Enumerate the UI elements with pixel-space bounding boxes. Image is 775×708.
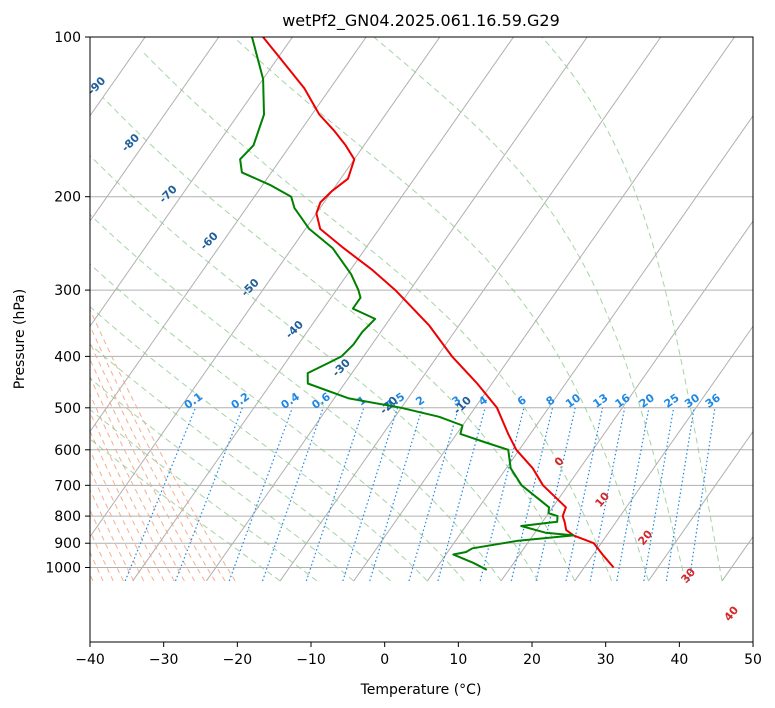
line-labels: 0.1 0.2 0.4 0.6 1 1.5 2 3 4 6 8 10 13 16 20 25 30 36-100-… bbox=[90, 74, 741, 624]
moist-adiabat-line bbox=[141, 50, 613, 582]
y-tick-label: 800 bbox=[54, 509, 81, 525]
isotherm-line bbox=[648, 430, 753, 582]
x-tick-label: 0 bbox=[380, 652, 389, 668]
mixing-ratio-line bbox=[305, 407, 365, 582]
isotherm-line bbox=[0, 25, 6, 581]
isotherm-line bbox=[574, 325, 753, 582]
mixing-ratio-line bbox=[616, 407, 650, 582]
moist-adiabat-label: 20 bbox=[635, 527, 655, 547]
moist-adiabat-label: 0 bbox=[552, 454, 567, 468]
y-tick-label: 400 bbox=[54, 349, 81, 365]
isotherm-line bbox=[132, 37, 515, 582]
mixing-ratio-label: 0.6 bbox=[309, 390, 333, 412]
moist-adiabat-label: 30 bbox=[678, 565, 698, 585]
y-tick-label: 300 bbox=[54, 283, 81, 299]
moist-adiabat-line bbox=[90, 213, 502, 582]
moist-adiabat-line bbox=[90, 377, 355, 582]
isotherm-line bbox=[500, 220, 753, 582]
profile-series bbox=[239, 37, 615, 571]
moist-adiabat-line bbox=[90, 263, 465, 582]
x-tick-label: −40 bbox=[75, 652, 105, 668]
mixing-ratio-line bbox=[688, 407, 716, 582]
mixing-ratio-label: 8 bbox=[544, 393, 558, 408]
x-tick-label: −30 bbox=[149, 652, 179, 668]
dry-adiabat-line bbox=[0, 37, 73, 581]
moist-adiabat-label: 10 bbox=[592, 489, 612, 509]
chart-title: wetPf2_GN04.2025.061.16.59.G29 bbox=[282, 11, 560, 31]
y-tick-label: 200 bbox=[54, 190, 81, 206]
dry-adiabat-line bbox=[90, 429, 165, 582]
moist-adiabat-line bbox=[90, 343, 391, 582]
background-lines bbox=[0, 25, 753, 582]
isotherm-line bbox=[90, 37, 294, 328]
x-tick-label: 20 bbox=[523, 652, 541, 668]
isotherm-line bbox=[353, 37, 736, 582]
x-tick-label: −20 bbox=[223, 652, 253, 668]
dry-adiabat-line bbox=[0, 37, 62, 581]
moist-adiabat-line bbox=[90, 438, 281, 582]
mixing-ratio-line bbox=[174, 407, 243, 582]
moist-adiabat-line bbox=[373, 37, 686, 582]
x-tick-label: −10 bbox=[296, 652, 326, 668]
mixing-ratio-line bbox=[535, 407, 576, 582]
mixing-ratio-label: 2 bbox=[413, 393, 427, 408]
x-tick-label: 10 bbox=[449, 652, 467, 668]
plot-frame bbox=[89, 36, 754, 643]
isotherm-line bbox=[206, 37, 588, 582]
axis-ticks: −40 −30 −20 −10 0 10 20 30 40 5010020030040050060… bbox=[45, 30, 762, 668]
isotherm-line bbox=[721, 535, 753, 582]
mixing-ratio-line bbox=[408, 407, 460, 582]
moist-adiabat-line bbox=[102, 97, 576, 582]
y-tick-label: 600 bbox=[54, 443, 81, 459]
dry-adiabat-line bbox=[90, 308, 236, 582]
dry-adiabat-line bbox=[90, 375, 196, 582]
y-tick-label: 1000 bbox=[45, 561, 81, 577]
mixing-ratio-line bbox=[643, 407, 675, 582]
dry-adiabat-line bbox=[0, 37, 1, 581]
mixing-ratio-line bbox=[124, 407, 197, 582]
mixing-ratio-line bbox=[228, 407, 293, 582]
temperature-line bbox=[262, 37, 615, 569]
dry-adiabat-line bbox=[90, 411, 175, 582]
isotherm-line bbox=[90, 37, 220, 222]
x-tick-label: 30 bbox=[597, 652, 615, 668]
moist-adiabat-line bbox=[541, 37, 723, 582]
isotherm-line bbox=[427, 114, 753, 582]
mixing-ratio-label: 0.1 bbox=[182, 390, 205, 412]
mixing-ratio-label: 0.2 bbox=[229, 390, 252, 412]
y-tick-label: 100 bbox=[54, 30, 81, 46]
mixing-ratio-line bbox=[261, 407, 324, 582]
y-tick-label: 500 bbox=[54, 401, 81, 417]
x-tick-label: 40 bbox=[670, 652, 688, 668]
mixing-ratio-line bbox=[565, 407, 604, 582]
y-tick-label: 700 bbox=[54, 478, 81, 494]
isotherm-line bbox=[90, 37, 441, 538]
mixing-ratio-line bbox=[342, 407, 399, 582]
isotherm-line bbox=[279, 37, 662, 582]
dewpoint-line bbox=[239, 37, 575, 571]
isotherm-line bbox=[90, 37, 367, 433]
y-axis-title: Pressure (hPa) bbox=[12, 289, 28, 389]
mixing-ratio-line bbox=[589, 407, 626, 582]
mixing-ratio-label: 6 bbox=[515, 393, 529, 408]
mixing-ratio-line bbox=[479, 407, 525, 582]
mixing-ratio-label: 0.4 bbox=[279, 390, 303, 412]
y-tick-label: 900 bbox=[54, 536, 81, 552]
x-tick-label: 50 bbox=[744, 652, 762, 668]
dry-adiabat-line bbox=[0, 37, 12, 581]
dry-adiabat-line bbox=[90, 341, 216, 582]
moist-adiabat-line bbox=[233, 37, 649, 582]
x-axis-title: Temperature (°C) bbox=[360, 682, 482, 698]
mixing-ratio-line bbox=[665, 407, 695, 582]
moist-adiabat-line bbox=[90, 154, 539, 582]
dry-adiabat-line bbox=[90, 393, 185, 582]
moist-adiabat-label: 40 bbox=[721, 603, 741, 623]
